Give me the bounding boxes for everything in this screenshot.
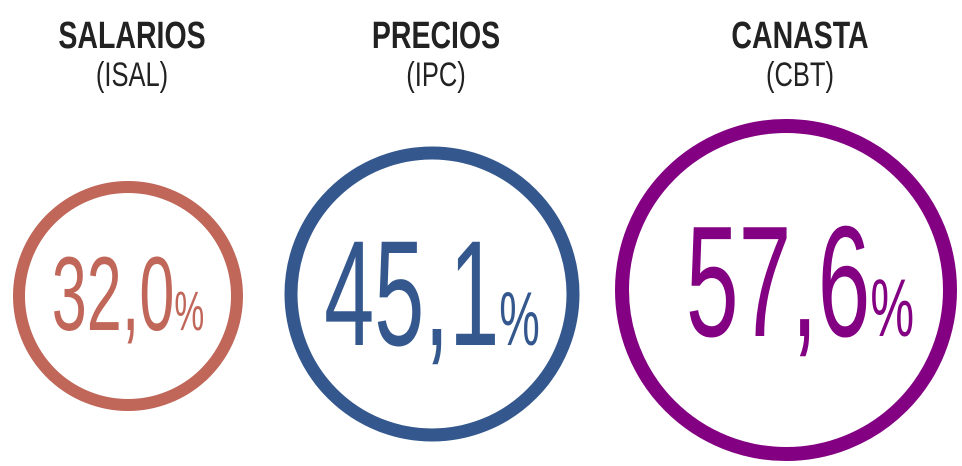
value-text: 57,6% [686, 193, 914, 370]
unit: % [174, 279, 204, 342]
value-group: 57,6% [686, 193, 914, 370]
title: PRECIOS [372, 15, 500, 57]
subtitle: (IPC) [406, 57, 465, 94]
ring [615, 119, 957, 461]
value-text: 32,0% [52, 237, 204, 353]
subtitle: (ISAL) [96, 57, 168, 94]
subtitle: (CBT) [766, 57, 834, 94]
value: 32,0 [52, 237, 175, 353]
title-group: CANASTA(CBT) [731, 15, 868, 94]
title: CANASTA [731, 15, 868, 57]
value: 57,6 [686, 193, 871, 370]
title-group: PRECIOS(IPC) [372, 15, 500, 94]
title-group: SALARIOS(ISAL) [58, 15, 205, 94]
value: 45,1 [324, 210, 499, 377]
title: SALARIOS [58, 15, 205, 57]
value-group: 45,1% [324, 210, 540, 377]
ring [13, 181, 243, 411]
value-text: 45,1% [324, 210, 540, 377]
unit: % [870, 263, 914, 354]
unit: % [499, 277, 540, 362]
ring [284, 146, 580, 442]
value-group: 32,0% [52, 237, 204, 353]
